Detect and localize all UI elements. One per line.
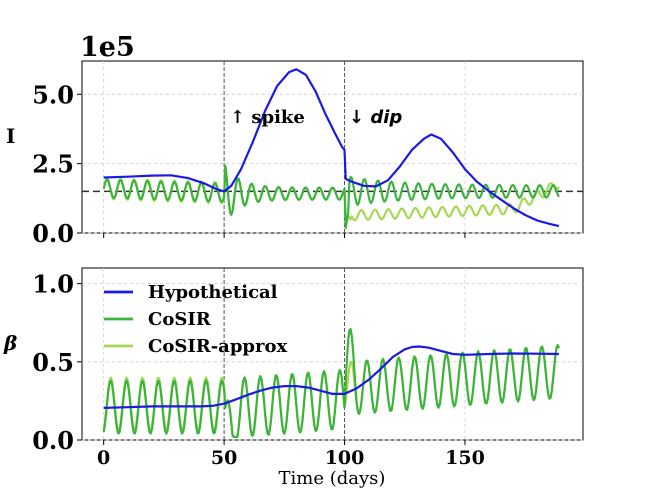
legend-label-cosir-approx: CoSIR-approx <box>148 336 288 357</box>
series-infections <box>102 68 560 230</box>
panel-beta: 0.0 0.5 1.0 0 50 100 150 β Time (days) Hypothe… <box>3 267 584 489</box>
x-tick-label: 50 <box>211 447 237 469</box>
y-tick-label: 2.5 <box>32 150 74 179</box>
legend-label-cosir: CoSIR <box>148 309 212 330</box>
y-tick-label: 0.0 <box>32 426 74 455</box>
ticks-infections: 0.0 2.5 5.0 <box>32 80 466 248</box>
y-tick-label: 5.0 <box>32 80 74 109</box>
legend: Hypothetical CoSIR CoSIR-approx <box>104 282 288 357</box>
legend-label-hypothetical: Hypothetical <box>148 282 278 303</box>
y-axis-label-infections: I <box>6 124 15 148</box>
series-line-cosir <box>102 328 560 438</box>
y-tick-label: 0.0 <box>32 219 74 248</box>
plot-area-infections <box>81 60 584 234</box>
series-beta <box>102 328 560 438</box>
x-tick-label: 100 <box>325 447 365 469</box>
x-tick-label: 150 <box>445 447 485 469</box>
series-line-hypothetical <box>103 68 560 228</box>
y-tick-label: 1.0 <box>32 270 74 299</box>
y-offset-text: 1e5 <box>80 32 135 63</box>
x-axis-label: Time (days) <box>279 468 386 489</box>
series-line-hypothetical <box>103 345 559 409</box>
y-axis-label-beta: β <box>3 331 17 355</box>
annotation-dip: ↓ dip <box>349 107 402 128</box>
y-tick-label: 0.5 <box>32 348 74 377</box>
ticks-beta: 0.0 0.5 1.0 0 50 100 150 <box>32 270 485 469</box>
annotation-spike: ↑ spike <box>230 107 305 128</box>
series-line-cosir <box>102 164 560 230</box>
x-tick-label: 0 <box>97 447 110 469</box>
panel-infections: 0.0 2.5 5.0 1e5 I ↑ spike ↓ dip <box>6 32 584 248</box>
